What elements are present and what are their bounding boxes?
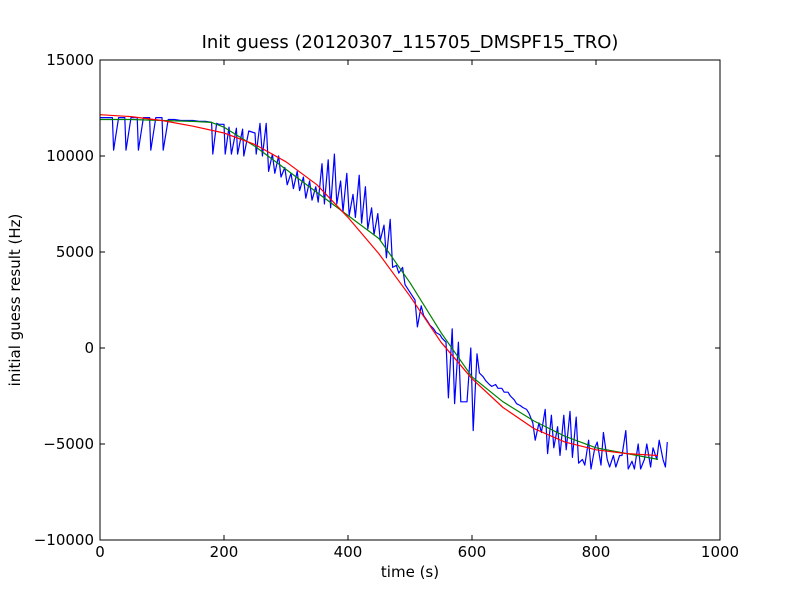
series-line-1	[100, 116, 668, 470]
y-tick-label: 5000	[56, 243, 94, 261]
x-tick-label: 0	[95, 543, 105, 561]
y-tick-label: −10000	[34, 531, 94, 549]
x-tick-label: 1000	[701, 543, 739, 561]
x-axis-label: time (s)	[381, 563, 439, 581]
y-tick-label: 0	[84, 339, 94, 357]
x-tick-label: 600	[458, 543, 487, 561]
y-axis-label: initial guess result (Hz)	[6, 214, 24, 387]
series-line-2	[100, 118, 659, 460]
y-tick-label: 10000	[46, 147, 94, 165]
ticks-layer: 0 200 400 600 800 1000 −10000 −5000 0 5000 10000 15…	[34, 51, 739, 561]
x-tick-label: 400	[334, 543, 363, 561]
y-tick-label: 15000	[46, 51, 94, 69]
series-layer	[99, 114, 668, 470]
chart-title: Init guess (20120307_115705_DMSPF15_TRO)	[202, 32, 619, 53]
x-tick-label: 200	[210, 543, 239, 561]
series-line-3	[99, 114, 659, 457]
x-tick-label: 800	[582, 543, 611, 561]
y-tick-label: −5000	[43, 435, 94, 453]
plot-frame	[99, 59, 721, 541]
plot-area	[100, 60, 720, 540]
